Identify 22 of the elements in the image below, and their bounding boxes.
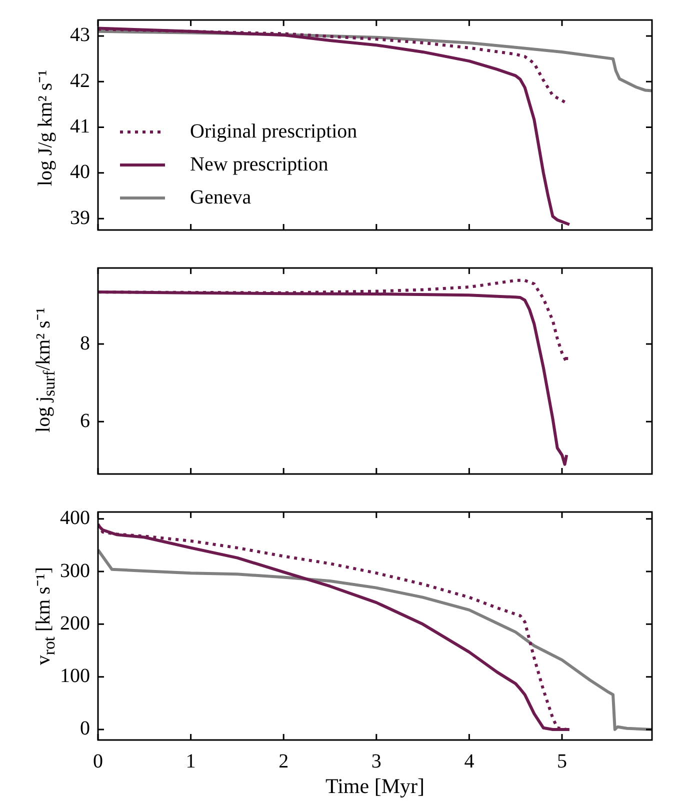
y-tick-label: 400 bbox=[60, 507, 90, 530]
legend-label: Original prescription bbox=[190, 120, 358, 142]
y-tick-label: 200 bbox=[60, 612, 90, 634]
y-axis-title: log J/g km² s⁻¹ bbox=[34, 69, 58, 186]
x-tick-label: 3 bbox=[371, 750, 382, 772]
y-tick-label: 39 bbox=[70, 206, 90, 229]
x-axis-title: Time [Myr] bbox=[326, 774, 424, 799]
x-tick-label: 5 bbox=[556, 750, 567, 772]
y-tick-label: 42 bbox=[70, 70, 90, 92]
y-tick-label: 40 bbox=[70, 161, 90, 184]
x-tick-label: 1 bbox=[186, 750, 196, 772]
x-tick-label: 4 bbox=[464, 750, 474, 772]
legend-label: New prescription bbox=[190, 153, 328, 176]
y-tick-label: 41 bbox=[70, 116, 90, 138]
y-tick-label: 8 bbox=[80, 332, 90, 354]
y-tick-label: 0 bbox=[80, 718, 90, 740]
x-tick-label: 2 bbox=[278, 750, 289, 772]
legend-label: Geneva bbox=[190, 186, 252, 208]
y-tick-label: 6 bbox=[80, 410, 90, 432]
y-tick-label: 43 bbox=[70, 24, 90, 46]
y-tick-label: 100 bbox=[60, 665, 90, 688]
y-tick-label: 300 bbox=[60, 560, 90, 582]
